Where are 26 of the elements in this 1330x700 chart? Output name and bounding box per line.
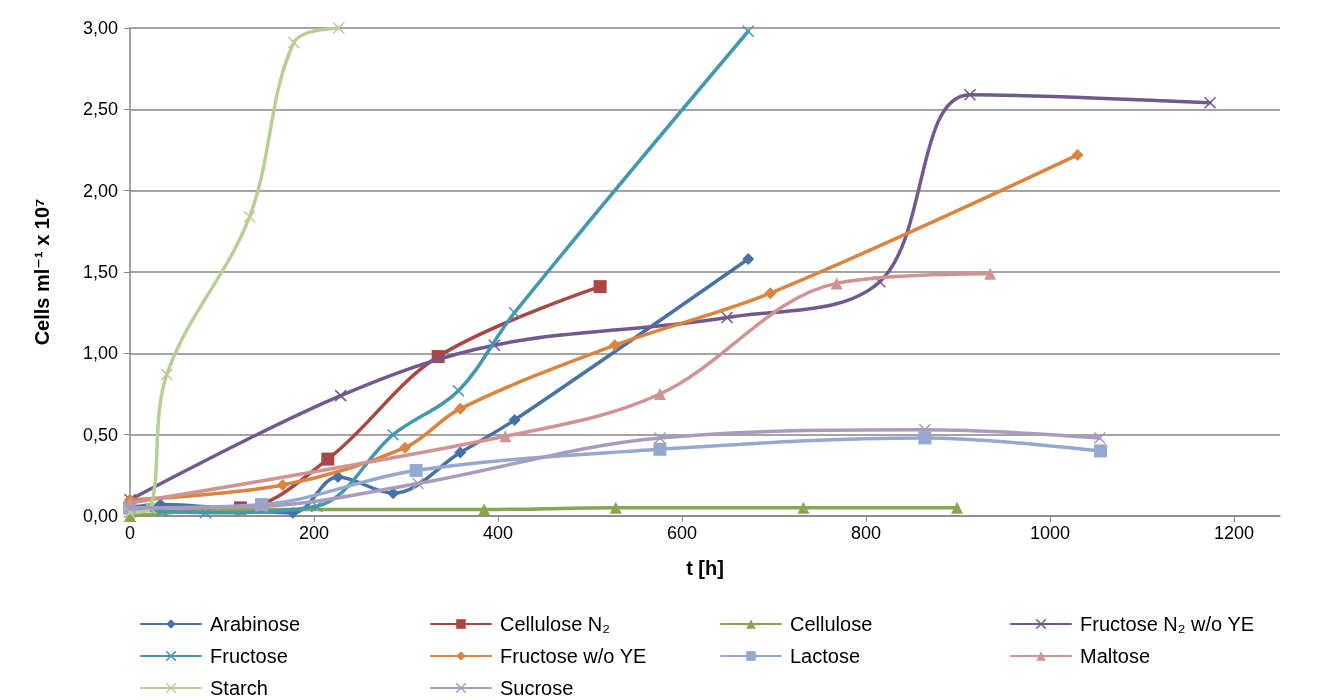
x-tick-label: 800	[850, 523, 882, 543]
x-axis-title: t [h]	[686, 557, 724, 579]
legend-label: Lactose	[790, 645, 861, 667]
legend-label: Cellulose N₂	[500, 613, 611, 635]
legend-label: Fructose	[210, 645, 288, 667]
x-tick-label: 1200	[1213, 523, 1255, 543]
x-tick-label: 600	[666, 523, 698, 543]
y-axis-title: Cells ml⁻¹ x 10⁷	[31, 198, 53, 346]
y-tick-label: 0,50	[82, 424, 118, 445]
y-tick-label: 1,00	[82, 343, 118, 364]
legend-label: Starch	[210, 677, 268, 699]
legend-label: Fructose w/o YE	[500, 645, 647, 667]
legend-label: Arabinose	[210, 613, 301, 635]
y-tick-label: 1,50	[82, 262, 118, 282]
y-tick-label: 3,00	[82, 18, 118, 38]
x-tick-label: 400	[482, 523, 514, 543]
legend-label: Maltose	[1080, 645, 1151, 667]
legend-label: Sucrose	[500, 677, 574, 699]
x-tick-label: 1000	[1029, 523, 1071, 543]
y-tick-label: 2,50	[82, 99, 118, 120]
y-tick-label: 2,00	[82, 180, 118, 201]
x-tick-label: 200	[298, 523, 330, 543]
legend-label: Cellulose	[790, 613, 873, 635]
y-tick-label: 0,00	[82, 506, 118, 526]
legend-label: Fructose N₂ w/o YE	[1080, 613, 1255, 635]
x-tick-label: 0	[124, 523, 136, 543]
